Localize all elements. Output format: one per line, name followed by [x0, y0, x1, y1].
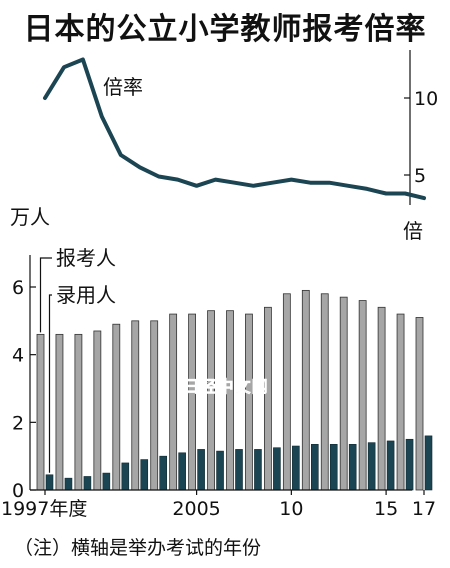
bar-x-tick-label: 1997年度 [1, 498, 87, 520]
bar-hired [367, 442, 376, 491]
bar-y-unit: 万人 [10, 205, 50, 229]
legend-hired: 录用人 [56, 283, 116, 307]
bar-applicants [377, 306, 386, 491]
bar-applicants [55, 333, 64, 491]
bar-applicants [74, 333, 83, 491]
bar-hired [254, 449, 262, 491]
bar-applicants [339, 296, 348, 491]
bar-x-tick-label: 10 [279, 498, 303, 520]
legend-leader-applicants [39, 257, 52, 333]
bar-applicants [263, 306, 272, 491]
bar-applicants [245, 313, 253, 491]
bar-hired [329, 444, 338, 491]
bar-applicants [282, 293, 291, 491]
ratio-y-tick-label: 5 [414, 165, 426, 187]
bar-applicants [169, 313, 178, 491]
bar-hired [292, 445, 300, 491]
bar-hired [405, 438, 414, 491]
bar-y-tick-label: 0 [12, 480, 24, 502]
legend-applicants: 报考人 [56, 246, 116, 270]
chart-title: 日本的公立小学教师报考倍率 [23, 12, 427, 47]
bar-y-tick-label: 2 [12, 412, 24, 434]
bar-y-tick-label: 6 [12, 277, 24, 299]
bar-hired [140, 459, 149, 491]
bar-applicants [358, 300, 367, 491]
bar-hired [159, 455, 167, 491]
bar-applicants [150, 320, 159, 491]
bar-applicants [112, 323, 121, 491]
ratio-y-unit: 倍 [403, 219, 423, 243]
bar-hired [83, 476, 92, 491]
ratio-series-label: 倍率 [103, 75, 143, 99]
bar-hired [197, 449, 205, 491]
bar-applicants [396, 313, 405, 491]
bar-applicants [131, 320, 140, 491]
bar-y-tick-label: 4 [12, 345, 24, 367]
footnote: （注）横轴是举办考试的年份 [14, 537, 262, 559]
bar-applicants [207, 310, 215, 491]
bar-hired [45, 474, 54, 491]
bar-applicants [188, 313, 197, 491]
bar-hired [216, 450, 224, 491]
bar-hired [64, 477, 73, 491]
bar-x-tick-label: 17 [412, 498, 436, 520]
bar-hired [310, 444, 319, 491]
bar-hired [348, 444, 357, 491]
bar-hired [178, 452, 186, 491]
bar-applicants [93, 330, 102, 491]
ratio-y-tick-label: 10 [414, 88, 438, 110]
bar-applicants [301, 289, 310, 491]
bar-applicants [415, 317, 424, 491]
bar-hired [424, 435, 433, 491]
bar-hired [386, 440, 395, 491]
watermark: 日经中文网 [183, 377, 268, 396]
ratio-line [43, 57, 426, 201]
bar-x-tick-label: 15 [374, 498, 398, 520]
bar-hired [273, 447, 281, 491]
bar-applicants [36, 333, 45, 491]
bar-applicants [226, 310, 234, 491]
bar-applicants [320, 293, 329, 491]
bar-hired [235, 449, 243, 491]
bar-x-tick-label: 2005 [172, 498, 220, 520]
legend-leader-hired [48, 294, 52, 473]
bar-hired [102, 472, 111, 491]
ratio-line-chart: 5 10 倍 倍率 [43, 50, 438, 243]
bar-hired [121, 462, 130, 491]
